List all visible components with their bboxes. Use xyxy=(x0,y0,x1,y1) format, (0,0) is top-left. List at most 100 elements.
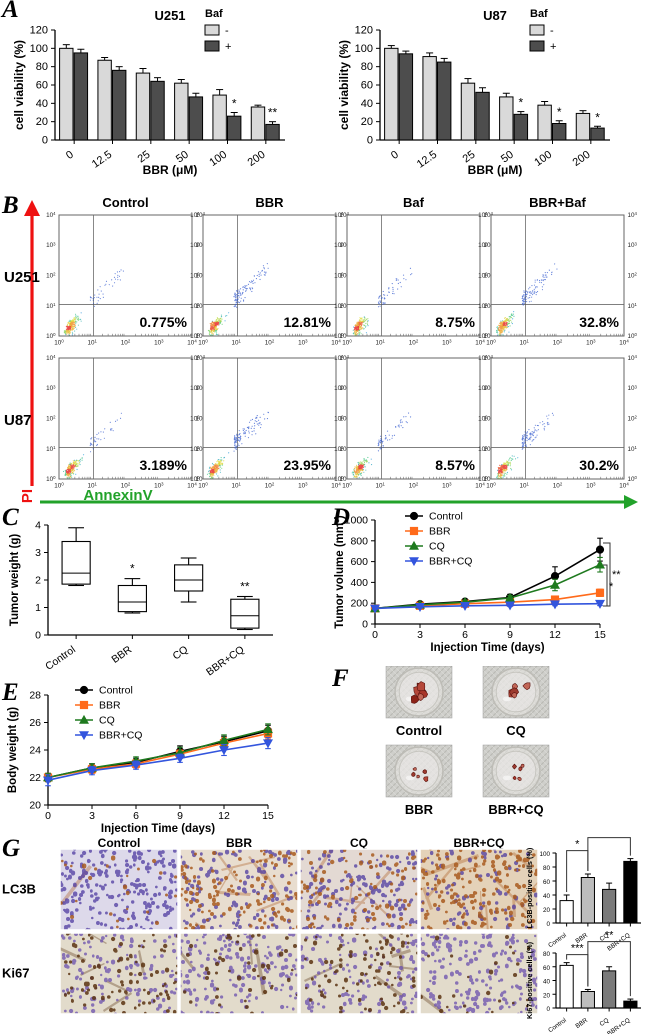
svg-text:Control: Control xyxy=(43,644,78,673)
svg-text:40: 40 xyxy=(36,98,48,110)
svg-text:LC3B: LC3B xyxy=(2,882,36,897)
svg-text:600: 600 xyxy=(350,556,368,568)
svg-text:100: 100 xyxy=(30,43,48,55)
svg-text:4: 4 xyxy=(35,520,41,532)
svg-text:1: 1 xyxy=(35,602,41,614)
svg-text:120: 120 xyxy=(30,25,48,37)
svg-text:PI: PI xyxy=(19,489,36,503)
svg-text:100: 100 xyxy=(207,149,229,169)
svg-text:CQ: CQ xyxy=(171,644,191,663)
svg-text:15: 15 xyxy=(594,629,606,641)
svg-text:40: 40 xyxy=(543,979,551,986)
svg-text:20: 20 xyxy=(543,992,551,999)
svg-text:80: 80 xyxy=(543,951,551,958)
svg-text:-: - xyxy=(225,25,229,37)
svg-text:BBR (μM): BBR (μM) xyxy=(143,163,198,177)
svg-text:0: 0 xyxy=(372,629,378,641)
svg-text:6: 6 xyxy=(133,810,139,822)
svg-text:Ki67-positive cells (%): Ki67-positive cells (%) xyxy=(525,941,534,1019)
svg-text:3: 3 xyxy=(35,547,41,559)
svg-text:U251: U251 xyxy=(4,269,40,286)
svg-text:U251: U251 xyxy=(154,8,185,23)
svg-text:cell viability (%): cell viability (%) xyxy=(337,40,351,130)
svg-text:U87: U87 xyxy=(483,8,507,23)
svg-text:0: 0 xyxy=(42,135,48,147)
svg-text:9: 9 xyxy=(177,810,183,822)
svg-text:Tumor volume (mm³): Tumor volume (mm³) xyxy=(334,515,346,629)
svg-text:+: + xyxy=(225,41,231,53)
svg-text:BBR+CQ: BBR+CQ xyxy=(453,837,504,850)
svg-text:**: ** xyxy=(240,580,250,594)
svg-text:80: 80 xyxy=(36,61,48,73)
svg-text:Ki67: Ki67 xyxy=(2,966,29,981)
svg-text:0: 0 xyxy=(362,619,368,631)
svg-text:AnnexinV: AnnexinV xyxy=(83,487,152,504)
svg-text:28: 28 xyxy=(29,690,41,702)
svg-text:20: 20 xyxy=(29,800,41,812)
svg-text:BBR+CQ: BBR+CQ xyxy=(606,1017,631,1034)
svg-text:200: 200 xyxy=(350,598,368,610)
svg-text:2: 2 xyxy=(35,575,41,587)
svg-text:Injection Time (days): Injection Time (days) xyxy=(430,642,544,654)
svg-text:**: ** xyxy=(605,930,614,942)
svg-text:BBR: BBR xyxy=(226,837,252,850)
svg-text:***: *** xyxy=(571,943,585,955)
svg-text:BBR (μM): BBR (μM) xyxy=(468,163,523,177)
svg-text:Injection Time (days): Injection Time (days) xyxy=(101,823,215,835)
svg-text:22: 22 xyxy=(29,772,41,784)
svg-text:BBR+CQ: BBR+CQ xyxy=(99,730,142,742)
svg-text:12.5: 12.5 xyxy=(415,149,439,171)
svg-text:CQ: CQ xyxy=(599,1017,611,1028)
svg-text:400: 400 xyxy=(350,577,368,589)
svg-text:20: 20 xyxy=(543,907,551,914)
svg-text:CQ: CQ xyxy=(350,837,368,850)
svg-text:*: * xyxy=(519,96,524,110)
svg-text:0: 0 xyxy=(367,135,373,147)
svg-text:Control: Control xyxy=(547,1017,568,1034)
svg-text:12: 12 xyxy=(218,810,230,822)
svg-text:800: 800 xyxy=(350,535,368,547)
svg-text:40: 40 xyxy=(361,98,373,110)
svg-text:Baf: Baf xyxy=(530,8,548,20)
svg-text:CQ: CQ xyxy=(99,715,115,727)
svg-text:15: 15 xyxy=(262,810,274,822)
svg-text:BBR: BBR xyxy=(99,700,121,712)
svg-text:12.5: 12.5 xyxy=(90,149,114,171)
svg-text:Control: Control xyxy=(98,837,141,850)
svg-text:Control: Control xyxy=(396,723,442,738)
svg-text:**: ** xyxy=(268,106,278,120)
svg-text:100: 100 xyxy=(532,149,554,169)
svg-text:80: 80 xyxy=(361,61,373,73)
svg-text:Baf: Baf xyxy=(205,8,223,20)
svg-text:cell viability (%): cell viability (%) xyxy=(12,40,26,130)
svg-text:CQ: CQ xyxy=(506,723,526,738)
svg-text:80: 80 xyxy=(543,865,551,872)
svg-text:3: 3 xyxy=(417,629,423,641)
svg-text:100: 100 xyxy=(539,851,550,858)
svg-text:26: 26 xyxy=(29,717,41,729)
svg-text:*: * xyxy=(575,839,580,851)
svg-text:200: 200 xyxy=(246,149,268,169)
svg-text:100: 100 xyxy=(355,43,373,55)
svg-text:0: 0 xyxy=(389,149,401,162)
svg-text:BBR+CQ: BBR+CQ xyxy=(488,802,543,817)
svg-text:Control: Control xyxy=(429,511,463,523)
svg-text:40: 40 xyxy=(543,893,551,900)
svg-text:24: 24 xyxy=(29,745,41,757)
svg-text:*: * xyxy=(609,581,614,593)
svg-text:0: 0 xyxy=(35,630,41,642)
svg-text:0: 0 xyxy=(546,1006,550,1013)
svg-text:20: 20 xyxy=(361,116,373,128)
svg-text:*: * xyxy=(557,105,562,119)
svg-text:Control: Control xyxy=(99,685,133,697)
svg-text:0: 0 xyxy=(45,810,51,822)
svg-text:Control: Control xyxy=(547,932,568,949)
svg-text:**: ** xyxy=(612,569,621,581)
svg-text:200: 200 xyxy=(571,149,593,169)
svg-text:12: 12 xyxy=(549,629,561,641)
svg-text:60: 60 xyxy=(361,80,373,92)
svg-text:60: 60 xyxy=(543,965,551,972)
svg-text:-: - xyxy=(550,25,554,37)
svg-text:LC3B-positive cells (%): LC3B-positive cells (%) xyxy=(525,847,534,928)
svg-text:120: 120 xyxy=(355,25,373,37)
